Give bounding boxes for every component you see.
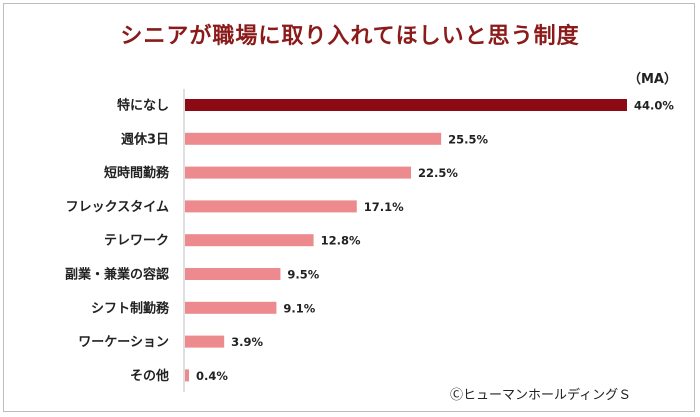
chart-title: シニアが職場に取り入れてほしいと思う制度 [120,24,580,49]
category-label: ワーケーション [78,335,169,350]
bar [185,268,281,280]
category-label: その他 [130,368,169,384]
value-label: 9.1% [283,301,315,315]
value-label: 12.8% [321,234,361,248]
copyright-text: ⒸヒューマンホールディングＳ [450,388,632,403]
bar [185,335,225,348]
category-label: 特になし [117,98,169,114]
value-label: 9.5% [287,268,319,282]
category-label: テレワーク [104,234,169,249]
value-label: 25.5% [448,132,488,146]
bar [185,99,627,111]
bar [185,369,190,382]
bar [185,132,442,145]
category-label: 週休3日 [121,131,169,147]
bar [185,234,314,247]
value-label: 3.9% [231,335,263,349]
category-label: 副業・兼業の容認 [65,267,169,283]
value-label: 17.1% [364,200,404,214]
value-label: 0.4% [196,369,228,383]
category-label: 短時間勤務 [104,165,170,181]
category-label: フレックスタイム [66,200,169,215]
value-label: 44.0% [634,99,674,113]
bar [185,301,277,314]
value-label: 22.5% [418,166,458,180]
bar [185,166,412,179]
category-label: シフト制勤務 [91,300,170,316]
bar [185,200,357,213]
unit-label: （MA） [628,72,677,87]
